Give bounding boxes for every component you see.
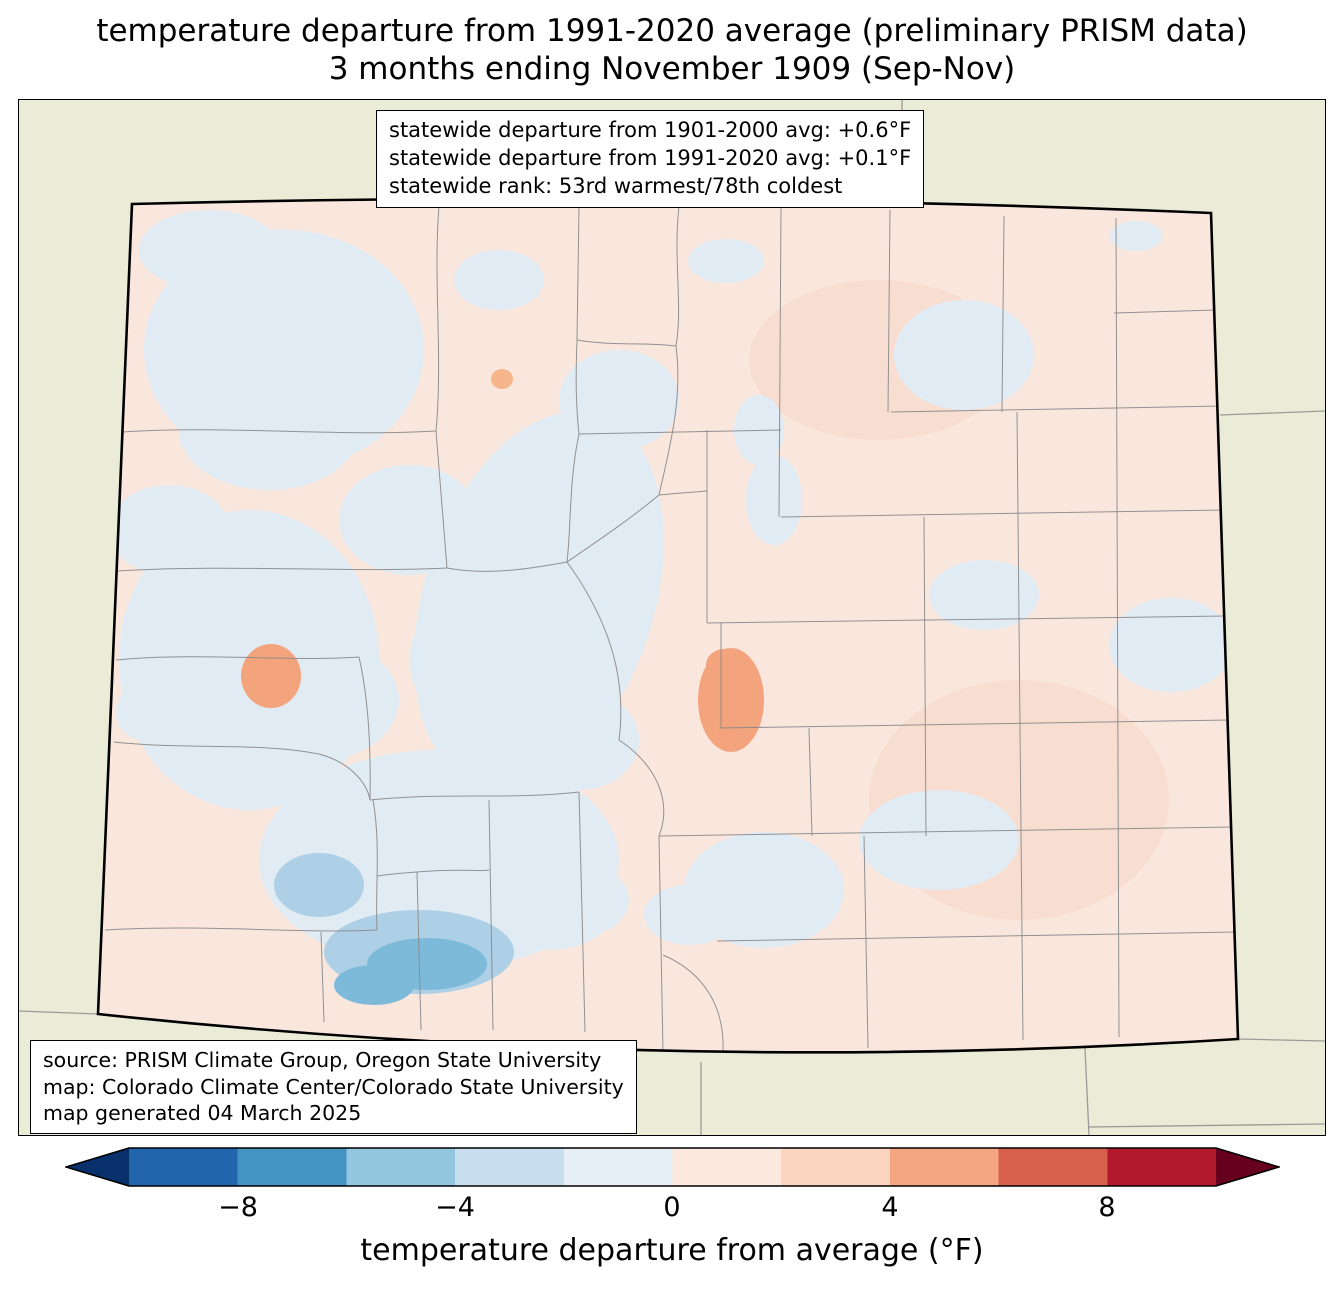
source-attribution-box: source: PRISM Climate Group, Oregon Stat… (30, 1040, 637, 1134)
colorbar-segment (455, 1148, 565, 1186)
colorbar-segment (563, 1148, 674, 1186)
colorbar-segment (781, 1148, 891, 1186)
colorbar-segment (889, 1148, 1000, 1186)
source-line-3: map generated 04 March 2025 (43, 1101, 362, 1126)
anomaly-blob (179, 370, 359, 490)
colorbar-segment (672, 1148, 782, 1186)
colorbar-segments (129, 1148, 1217, 1186)
cool-anomaly-regions (109, 210, 1233, 970)
anomaly-blob (706, 649, 742, 681)
title-line-1: temperature departure from 1991-2020 ave… (96, 13, 1248, 49)
colorbar-over-arrow (1216, 1148, 1279, 1186)
colorbar-segment (237, 1148, 347, 1186)
anomaly-blob (334, 965, 414, 1005)
anomaly-blob (519, 690, 639, 790)
anomaly-blob (929, 560, 1039, 630)
colorbar-segment (1107, 1148, 1217, 1186)
stats-line-2: statewide departure from 1991-2020 avg: … (389, 145, 912, 170)
figure-title: temperature departure from 1991-2020 ave… (0, 12, 1344, 88)
stats-line-3: statewide rank: 53rd warmest/78th coldes… (389, 173, 843, 198)
anomaly-blob (116, 684, 168, 740)
warm-small-regions (491, 369, 513, 389)
anomaly-blob (746, 455, 802, 545)
source-line-1: source: PRISM Climate Group, Oregon Stat… (43, 1048, 602, 1072)
cool-strong-regions (334, 938, 487, 1005)
colorbar-tick-label: 0 (663, 1192, 681, 1223)
anomaly-blob (688, 239, 764, 283)
colorbar-segment (998, 1148, 1108, 1186)
anomaly-blob (241, 644, 301, 708)
anomaly-blob (894, 300, 1034, 410)
anomaly-blob (684, 832, 844, 948)
colorbar-tick-label: 8 (1098, 1192, 1116, 1223)
county-boundaries (104, 205, 1236, 1053)
anomaly-blob (539, 865, 629, 935)
colorbar-tick-label: −8 (218, 1192, 258, 1223)
anomaly-blob (269, 260, 409, 360)
anomaly-blob (1109, 598, 1233, 692)
colorbar-under-arrow (66, 1148, 129, 1186)
anomaly-blob (559, 350, 679, 450)
colorbar-axis-label: temperature departure from average (°F) (360, 1233, 984, 1268)
colorbar-tick-label: 4 (881, 1192, 899, 1223)
colorbar (65, 1147, 1280, 1187)
anomaly-blob (491, 369, 513, 389)
source-line-2: map: Colorado Climate Center/Colorado St… (43, 1074, 624, 1099)
anomaly-blob (859, 790, 1019, 890)
colorbar-segment (129, 1148, 239, 1186)
colorbar-outline (65, 1147, 1280, 1187)
warm-anomaly-regions (241, 644, 764, 752)
colorbar-tick-label: −4 (435, 1192, 475, 1223)
stats-line-1: statewide departure from 1901-2000 avg: … (389, 118, 912, 142)
statewide-stats-box: statewide departure from 1901-2000 avg: … (376, 110, 925, 208)
colorado-temperature-map (19, 100, 1325, 1135)
colorbar-segment (346, 1148, 456, 1186)
anomaly-blob (1110, 221, 1162, 251)
anomaly-blob (454, 250, 544, 310)
title-line-2: 3 months ending November 1909 (Sep-Nov) (328, 51, 1016, 87)
map-frame: statewide departure from 1901-2000 avg: … (18, 99, 1326, 1136)
anomaly-blob (274, 853, 364, 917)
